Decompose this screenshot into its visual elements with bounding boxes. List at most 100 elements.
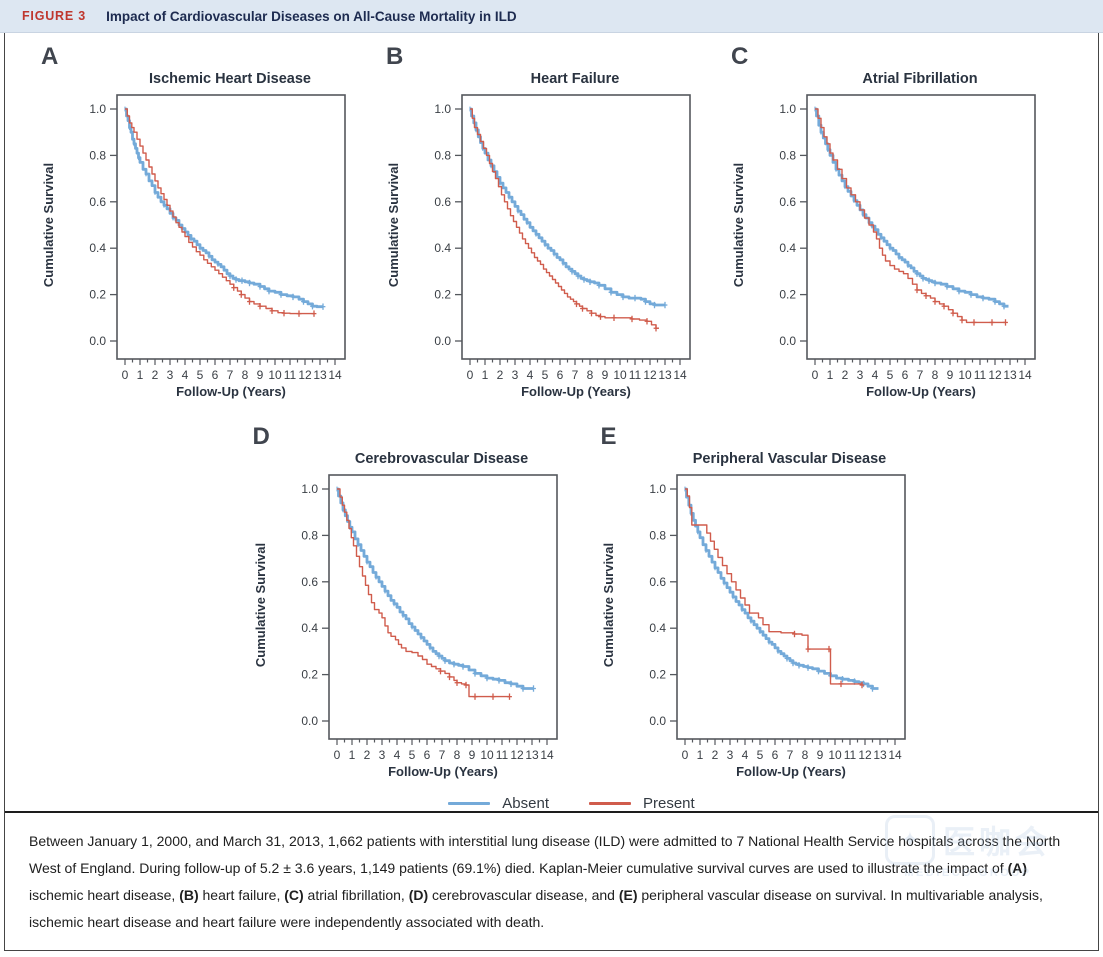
- svg-text:6: 6: [423, 748, 430, 762]
- svg-text:14: 14: [888, 748, 902, 762]
- svg-text:2: 2: [363, 748, 370, 762]
- svg-text:4: 4: [872, 368, 879, 382]
- svg-text:14: 14: [328, 368, 342, 382]
- svg-text:14: 14: [540, 748, 554, 762]
- svg-text:0.4: 0.4: [301, 621, 318, 635]
- panel-cerebrovascular-disease: D Cerebrovascular Disease 1.0 0.8 0.6 0.4 0.…: [245, 423, 581, 781]
- svg-text:11: 11: [495, 748, 508, 762]
- panel-atrial-fibrillation: C Atrial Fibrillation 1.0 0.8 0.6 0.4 0.2 0.0…: [723, 43, 1059, 401]
- svg-text:3: 3: [512, 368, 519, 382]
- svg-text:4: 4: [182, 368, 189, 382]
- svg-text:1.0: 1.0: [779, 102, 796, 116]
- svg-text:0.2: 0.2: [649, 668, 666, 682]
- svg-text:Cumulative Survival: Cumulative Survival: [253, 543, 268, 667]
- svg-text:0.8: 0.8: [89, 148, 106, 162]
- panel-ischemic-heart-disease: A Ischemic Heart Disease 1.0 0.8 0.6 0.4 0.2…: [33, 43, 369, 401]
- svg-text:9: 9: [257, 368, 264, 382]
- panel-row-top: A Ischemic Heart Disease 1.0 0.8 0.6 0.4 0.2…: [5, 33, 1098, 401]
- svg-text:6: 6: [212, 368, 219, 382]
- svg-text:0.8: 0.8: [434, 148, 451, 162]
- absent-line-swatch: [448, 802, 491, 805]
- svg-text:Follow-Up (Years): Follow-Up (Years): [176, 384, 286, 399]
- svg-text:Cumulative Survival: Cumulative Survival: [731, 163, 746, 287]
- svg-text:10: 10: [958, 368, 972, 382]
- svg-text:Cumulative Survival: Cumulative Survival: [386, 163, 401, 287]
- figure-title: Impact of Cardiovascular Diseases on All…: [106, 8, 517, 24]
- svg-text:1.0: 1.0: [89, 102, 106, 116]
- svg-text:12: 12: [858, 748, 872, 762]
- svg-text:10: 10: [828, 748, 842, 762]
- svg-text:0.6: 0.6: [779, 195, 796, 209]
- svg-text:0: 0: [812, 368, 819, 382]
- legend: Absent Present: [5, 795, 1098, 812]
- svg-text:7: 7: [786, 748, 793, 762]
- panel-letter-c: C: [731, 43, 749, 70]
- svg-text:0.8: 0.8: [779, 148, 796, 162]
- svg-text:0.0: 0.0: [89, 334, 106, 348]
- svg-text:0.0: 0.0: [649, 714, 666, 728]
- svg-text:8: 8: [242, 368, 249, 382]
- svg-text:Follow-Up (Years): Follow-Up (Years): [521, 384, 631, 399]
- svg-text:1.0: 1.0: [434, 102, 451, 116]
- svg-text:0.0: 0.0: [434, 334, 451, 348]
- figure-body: A Ischemic Heart Disease 1.0 0.8 0.6 0.4 0.2…: [4, 33, 1099, 951]
- panel-letter-a: A: [41, 43, 59, 70]
- panel-title-a: Ischemic Heart Disease: [148, 71, 311, 87]
- svg-text:5: 5: [197, 368, 204, 382]
- svg-text:0.4: 0.4: [779, 241, 796, 255]
- svg-text:Follow-Up (Years): Follow-Up (Years): [388, 764, 498, 779]
- figure-header: FIGURE 3 Impact of Cardiovascular Diseas…: [0, 0, 1103, 33]
- svg-text:12: 12: [510, 748, 524, 762]
- svg-text:7: 7: [438, 748, 445, 762]
- svg-text:9: 9: [602, 368, 609, 382]
- svg-text:6: 6: [557, 368, 564, 382]
- km-chart-d: 1.00.80.60.40.20.00 1 2 3 4 5 6 7 8 9 10 11 12 13 14Fo…: [253, 474, 558, 779]
- svg-text:2: 2: [842, 368, 849, 382]
- svg-text:12: 12: [643, 368, 657, 382]
- svg-text:3: 3: [378, 748, 385, 762]
- svg-text:0: 0: [333, 748, 340, 762]
- svg-text:11: 11: [974, 368, 987, 382]
- svg-text:0.6: 0.6: [434, 195, 451, 209]
- svg-text:8: 8: [801, 748, 808, 762]
- svg-text:13: 13: [873, 748, 887, 762]
- svg-text:6: 6: [771, 748, 778, 762]
- svg-text:Cumulative Survival: Cumulative Survival: [41, 163, 56, 287]
- svg-text:1: 1: [137, 368, 144, 382]
- svg-text:7: 7: [227, 368, 234, 382]
- svg-text:3: 3: [857, 368, 864, 382]
- svg-text:0.2: 0.2: [779, 288, 796, 302]
- svg-text:2: 2: [497, 368, 504, 382]
- panel-letter-e: E: [600, 423, 617, 450]
- svg-text:Follow-Up (Years): Follow-Up (Years): [736, 764, 846, 779]
- svg-text:0.2: 0.2: [434, 288, 451, 302]
- svg-text:0.6: 0.6: [649, 575, 666, 589]
- svg-text:10: 10: [613, 368, 627, 382]
- svg-text:4: 4: [741, 748, 748, 762]
- svg-text:1: 1: [696, 748, 703, 762]
- svg-text:10: 10: [480, 748, 494, 762]
- svg-text:11: 11: [629, 368, 642, 382]
- svg-text:13: 13: [313, 368, 327, 382]
- svg-text:1.0: 1.0: [301, 482, 318, 496]
- svg-text:6: 6: [902, 368, 909, 382]
- svg-text:0.6: 0.6: [301, 575, 318, 589]
- legend-label-absent: Absent: [502, 795, 549, 812]
- legend-item-absent: Absent: [448, 795, 549, 812]
- svg-text:1.0: 1.0: [649, 482, 666, 496]
- svg-text:9: 9: [816, 748, 823, 762]
- svg-text:2: 2: [152, 368, 159, 382]
- svg-text:13: 13: [658, 368, 672, 382]
- km-chart-a: 1.00.80.60.40.20.00 1 2 3 4 5 6 7 8 9 10 11 12 13 14Fo…: [41, 94, 346, 399]
- svg-text:11: 11: [284, 368, 297, 382]
- svg-text:5: 5: [542, 368, 549, 382]
- present-line-swatch: [589, 802, 631, 805]
- svg-text:3: 3: [726, 748, 733, 762]
- svg-text:5: 5: [756, 748, 763, 762]
- svg-text:4: 4: [393, 748, 400, 762]
- svg-text:13: 13: [1003, 368, 1017, 382]
- svg-text:0.4: 0.4: [89, 241, 106, 255]
- svg-text:0: 0: [681, 748, 688, 762]
- svg-text:Follow-Up (Years): Follow-Up (Years): [866, 384, 976, 399]
- svg-text:1: 1: [482, 368, 489, 382]
